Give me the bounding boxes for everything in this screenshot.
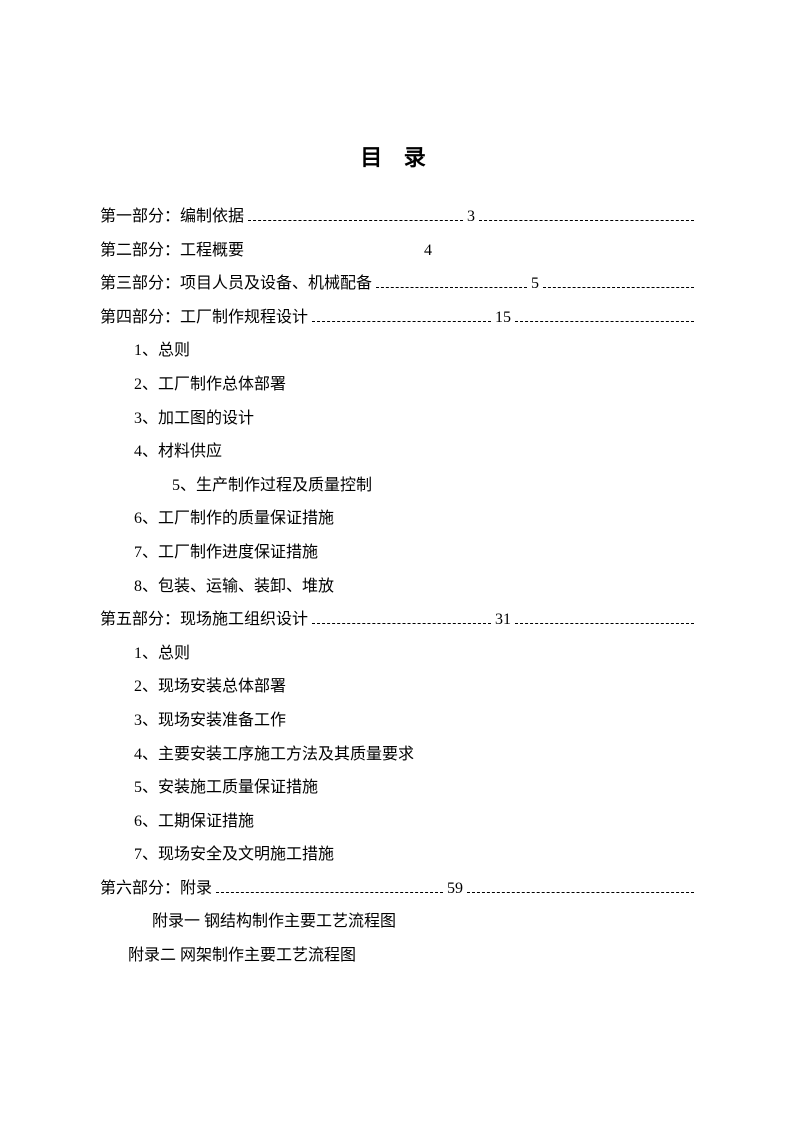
page-number: 59 <box>447 872 463 906</box>
toc-subitem: 1、总则 <box>100 637 694 671</box>
section-label: 第二部分：工程概要 <box>100 234 244 268</box>
toc-subitem: 6、工厂制作的质量保证措施 <box>100 502 694 536</box>
leader-dots <box>312 623 491 624</box>
toc-section-6: 第六部分：附录 59 <box>100 872 694 906</box>
section-label: 第三部分：项目人员及设备、机械配备 <box>100 267 372 301</box>
toc-subitem: 2、工厂制作总体部署 <box>100 368 694 402</box>
page-number: 31 <box>495 603 511 637</box>
leader-dots <box>248 220 463 221</box>
toc-section-4: 第四部分：工厂制作规程设计 15 <box>100 301 694 335</box>
toc-section-2: 第二部分：工程概要 4 <box>100 234 694 268</box>
trailing-leader <box>515 321 694 322</box>
toc-appendix: 附录二 网架制作主要工艺流程图 <box>100 939 694 973</box>
section-label: 第五部分：现场施工组织设计 <box>100 603 308 637</box>
toc-subitem: 1、总则 <box>100 334 694 368</box>
toc-section-5: 第五部分：现场施工组织设计 31 <box>100 603 694 637</box>
toc-subitem: 8、包装、运输、装卸、堆放 <box>100 570 694 604</box>
toc-subitem: 6、工期保证措施 <box>100 805 694 839</box>
toc-appendix: 附录一 钢结构制作主要工艺流程图 <box>100 905 694 939</box>
toc-section-1: 第一部分：编制依据 3 <box>100 200 694 234</box>
section-label: 第一部分：编制依据 <box>100 200 244 234</box>
toc-subitem: 3、现场安装准备工作 <box>100 704 694 738</box>
page-number: 3 <box>467 200 475 234</box>
trailing-leader <box>543 287 694 288</box>
toc-section-3: 第三部分：项目人员及设备、机械配备 5 <box>100 267 694 301</box>
toc-subitem: 4、主要安装工序施工方法及其质量要求 <box>100 738 694 772</box>
section-label: 第四部分：工厂制作规程设计 <box>100 301 308 335</box>
toc-subitem: 7、工厂制作进度保证措施 <box>100 536 694 570</box>
leader-dots <box>312 321 491 322</box>
page-number: 4 <box>424 234 432 268</box>
page-number: 5 <box>531 267 539 301</box>
section-label: 第六部分：附录 <box>100 872 212 906</box>
trailing-leader <box>479 220 694 221</box>
toc-subitem: 7、现场安全及文明施工措施 <box>100 838 694 872</box>
page-number: 15 <box>495 301 511 335</box>
toc-subitem: 5、安装施工质量保证措施 <box>100 771 694 805</box>
toc-title: 目 录 <box>100 140 694 172</box>
toc-subitem-indented: 5、生产制作过程及质量控制 <box>100 469 694 503</box>
toc-subitem: 2、现场安装总体部署 <box>100 670 694 704</box>
toc-subitem: 4、材料供应 <box>100 435 694 469</box>
toc-subitem: 3、加工图的设计 <box>100 402 694 436</box>
leader-dots <box>216 892 443 893</box>
trailing-leader <box>467 892 694 893</box>
leader-dots <box>376 287 527 288</box>
trailing-leader <box>515 623 694 624</box>
